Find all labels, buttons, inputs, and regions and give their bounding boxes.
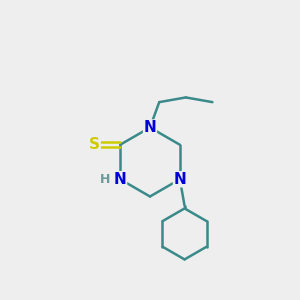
Text: N: N	[114, 172, 127, 187]
Text: N: N	[173, 172, 186, 187]
Text: H: H	[100, 173, 110, 186]
Text: S: S	[89, 137, 100, 152]
Text: N: N	[144, 120, 156, 135]
